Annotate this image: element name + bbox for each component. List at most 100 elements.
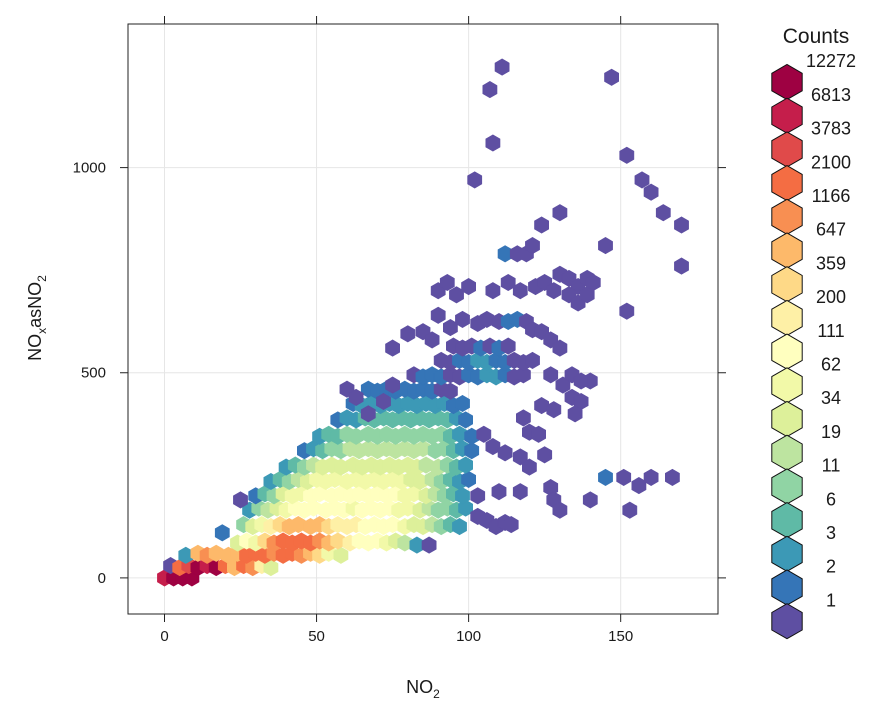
legend: Counts 122726813378321001166647359200111…	[771, 25, 856, 640]
hex-cell	[376, 392, 391, 411]
axis-ticks: 0 50 100 150 0 500 1000	[73, 16, 726, 645]
y-tick-label: 0	[98, 570, 106, 587]
x-tick-label: 50	[308, 628, 325, 645]
hex-cell	[598, 468, 613, 486]
legend-swatch	[771, 333, 803, 370]
hex-cell	[455, 394, 470, 413]
legend-label: 359	[816, 253, 846, 273]
hex-cell	[503, 516, 519, 534]
hex-cell	[348, 388, 364, 406]
hex-cell	[521, 458, 537, 476]
plot-frame	[127, 23, 719, 615]
y-tick-label: 500	[81, 365, 106, 382]
legend-swatch	[771, 299, 803, 336]
legend-label: 12272	[806, 51, 856, 71]
legend-items: 1227268133783210011666473592001116234191…	[771, 51, 856, 640]
hex-cell	[455, 487, 470, 505]
legend-swatch	[771, 603, 803, 640]
hex-cell	[421, 536, 437, 554]
hex-cell	[534, 397, 550, 415]
x-axis-label: NO2	[406, 677, 440, 701]
hex-cell	[485, 438, 501, 456]
x-tick-label: 150	[608, 628, 633, 645]
hex-cell	[655, 204, 671, 222]
hex-cell	[479, 310, 495, 328]
legend-swatch	[771, 400, 803, 438]
hex-cell	[430, 306, 446, 324]
hex-cell	[327, 470, 343, 488]
x-tick-label: 0	[160, 628, 168, 645]
x-axis-label-sub: 2	[433, 687, 440, 701]
hex-cell	[263, 559, 279, 577]
hex-cell	[643, 183, 659, 201]
hex-cell	[476, 425, 492, 443]
hex-cell	[385, 339, 401, 357]
hex-cell	[333, 546, 349, 564]
hex-cell	[537, 446, 553, 464]
hex-cell	[664, 468, 680, 486]
legend-swatch	[771, 63, 803, 101]
hex-cell	[634, 171, 650, 189]
legend-swatch	[771, 569, 803, 606]
y-axis-label-sub2: 2	[35, 275, 49, 282]
hex-cell	[214, 524, 230, 542]
hex-cell	[525, 351, 540, 369]
hex-cell	[290, 516, 306, 534]
legend-label: 3783	[811, 119, 851, 139]
legend-label: 1	[826, 590, 836, 610]
hex-cell	[622, 501, 638, 519]
hex-cell	[208, 544, 224, 562]
hex-cell	[461, 278, 477, 296]
hex-cell	[500, 273, 516, 292]
legend-swatch	[771, 165, 803, 202]
legend-swatch	[771, 266, 803, 303]
y-axis-label: NOxasNO2	[25, 275, 49, 361]
hex-cell	[233, 491, 248, 509]
hex-cell	[674, 216, 689, 234]
legend-label: 6813	[811, 85, 851, 105]
hex-cell	[515, 409, 531, 427]
hex-cell	[464, 442, 480, 460]
hex-cell	[455, 310, 470, 328]
legend-label: 1166	[812, 186, 851, 206]
hex-cell	[330, 532, 346, 550]
hex-cell	[674, 257, 689, 275]
hex-cell	[452, 518, 467, 536]
hex-cell	[397, 534, 413, 552]
legend-label: 2	[826, 557, 836, 577]
hex-cell	[619, 146, 635, 164]
hex-cell	[546, 401, 562, 419]
hex-cell	[573, 372, 589, 390]
x-tick-label: 100	[456, 628, 481, 645]
hex-cell	[406, 485, 422, 503]
legend-label: 6	[826, 489, 836, 509]
hex-cell	[400, 325, 416, 343]
legend-title: Counts	[783, 25, 850, 48]
hex-cell	[442, 382, 458, 400]
hex-cell	[424, 331, 440, 349]
hex-cell	[552, 204, 568, 222]
hex-cell	[470, 487, 486, 505]
hex-cell	[515, 366, 531, 384]
hex-cell	[482, 81, 498, 99]
hex-cell	[458, 411, 474, 429]
hex-cell	[458, 456, 474, 474]
hex-cell	[312, 485, 328, 503]
hex-cell	[619, 302, 635, 320]
hex-cell	[485, 134, 501, 152]
legend-label: 11	[822, 456, 841, 476]
hex-cell	[491, 483, 507, 501]
hex-cell	[552, 501, 568, 519]
hex-cell	[579, 286, 595, 304]
hex-cell	[385, 376, 401, 394]
legend-label: 2100	[811, 152, 851, 172]
y-axis-label-sub1: x	[35, 328, 49, 334]
legend-label: 19	[821, 422, 841, 442]
hex-cell	[385, 516, 401, 534]
hex-cell	[439, 273, 455, 292]
legend-label: 3	[826, 523, 836, 543]
hex-cell	[415, 440, 431, 458]
hex-cell	[604, 68, 620, 86]
hex-cell	[467, 171, 483, 189]
